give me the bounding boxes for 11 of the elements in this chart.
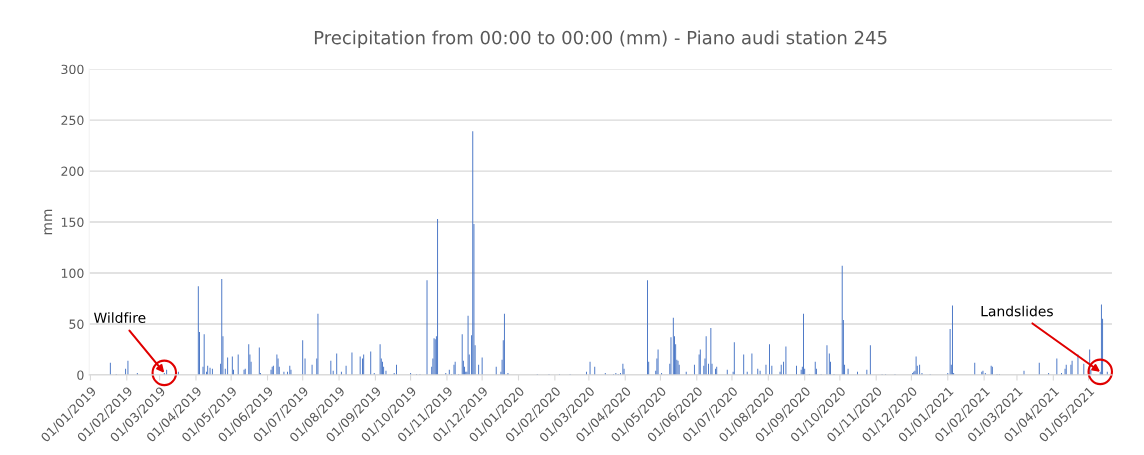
chart-title: Precipitation from 00:00 to 00:00 (mm) - Piano audi station 245: [314, 30, 887, 48]
y-tick-label: 0: [77, 370, 84, 380]
annotation: Landslides: [981, 305, 1053, 317]
y-tick-label: 150: [61, 217, 84, 227]
y-axis-title: mm: [44, 209, 53, 235]
y-tick-label: 200: [61, 166, 84, 177]
annotation: Wildfire: [93, 312, 146, 323]
y-tick-label: 250: [61, 115, 84, 126]
y-tick-label: 50: [69, 319, 84, 329]
y-tick-label: 300: [61, 64, 84, 75]
y-tick-label: 100: [61, 268, 84, 278]
